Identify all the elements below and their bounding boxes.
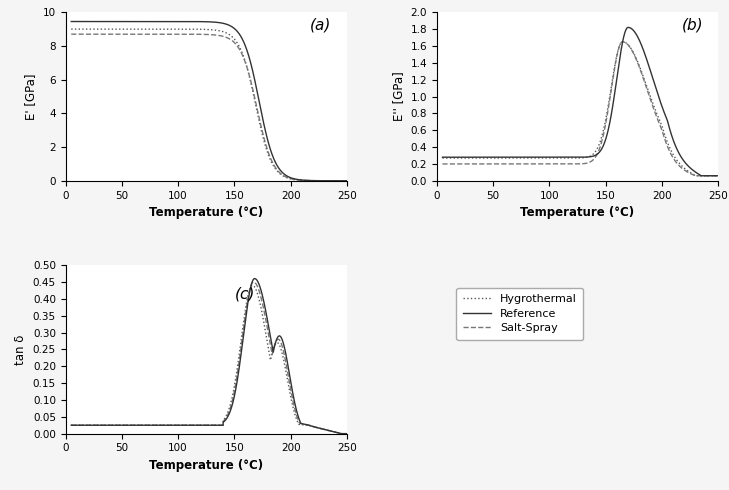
X-axis label: Temperature (°C): Temperature (°C) [521,206,634,219]
Y-axis label: tan δ: tan δ [14,334,27,365]
X-axis label: Temperature (°C): Temperature (°C) [149,206,263,219]
Legend: Hygrothermal, Reference, Salt-Spray: Hygrothermal, Reference, Salt-Spray [456,288,583,340]
Y-axis label: E' [GPa]: E' [GPa] [24,74,37,120]
Text: (b): (b) [682,17,703,32]
X-axis label: Temperature (°C): Temperature (°C) [149,459,263,472]
Y-axis label: E'' [GPa]: E'' [GPa] [392,72,405,122]
Text: (c): (c) [234,287,254,302]
Text: (a): (a) [311,17,332,32]
